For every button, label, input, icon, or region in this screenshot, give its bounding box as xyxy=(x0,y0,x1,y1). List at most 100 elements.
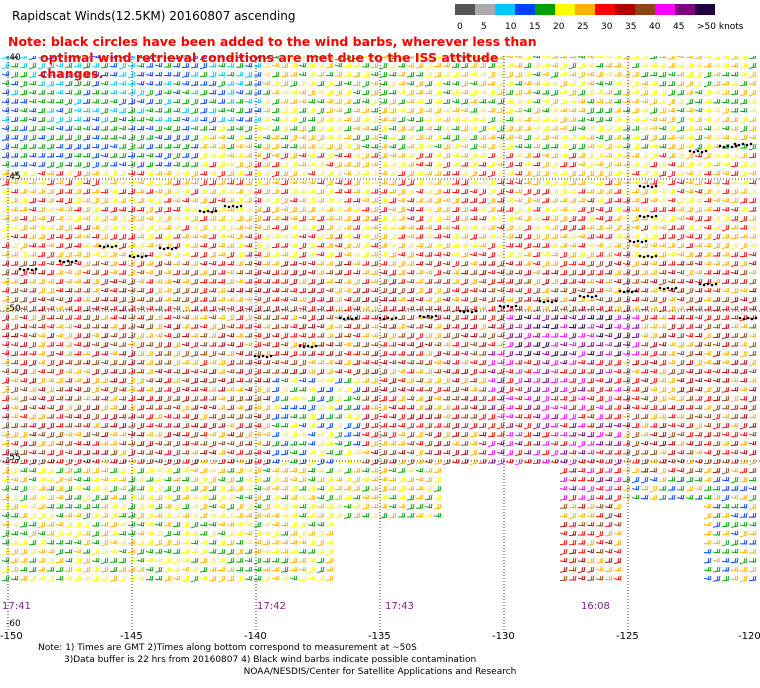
wind-barb xyxy=(217,314,226,320)
wind-barb xyxy=(712,422,721,430)
wind-barb xyxy=(208,314,217,320)
wind-barb xyxy=(136,512,145,520)
wind-barb xyxy=(685,386,694,393)
wind-barb xyxy=(136,467,145,474)
wind-barb xyxy=(442,98,451,105)
contamination-dot xyxy=(498,304,502,308)
wind-barb xyxy=(496,413,505,419)
wind-barb xyxy=(10,62,19,68)
wind-barb xyxy=(127,71,136,79)
wind-barb xyxy=(37,548,46,554)
wind-barb xyxy=(145,449,154,455)
wind-barb xyxy=(352,107,361,113)
wind-barb xyxy=(91,467,100,474)
wind-barb xyxy=(235,341,244,348)
wind-barb xyxy=(370,485,379,491)
wind-barb xyxy=(487,251,496,259)
wind-barb xyxy=(244,161,253,168)
wind-barb xyxy=(37,134,46,140)
wind-barb xyxy=(199,359,208,367)
contamination-dot xyxy=(710,283,714,287)
wind-barb xyxy=(10,485,19,491)
wind-barb xyxy=(298,368,307,375)
wind-barb xyxy=(136,440,145,447)
wind-barb xyxy=(685,62,694,69)
wind-barb xyxy=(136,422,145,430)
wind-barb xyxy=(199,197,208,204)
wind-barb xyxy=(514,179,523,185)
wind-barb xyxy=(262,305,271,312)
wind-barb xyxy=(28,188,37,194)
contamination-dot xyxy=(666,286,670,290)
wind-barb xyxy=(703,188,712,195)
wind-barb xyxy=(208,359,217,365)
legend-swatch xyxy=(635,4,655,15)
wind-barb xyxy=(91,260,100,266)
wind-barb xyxy=(532,161,541,167)
wind-barb xyxy=(118,62,127,70)
wind-barb xyxy=(433,359,442,365)
wind-barb xyxy=(64,269,73,275)
wind-barb xyxy=(190,539,199,545)
wind-barb xyxy=(37,287,46,294)
wind-barb xyxy=(730,278,739,284)
wind-barb xyxy=(568,314,577,320)
wind-barb xyxy=(730,188,739,195)
wind-barb xyxy=(658,314,667,320)
wind-barb xyxy=(334,62,343,68)
wind-barb xyxy=(748,413,757,419)
wind-barb xyxy=(478,98,487,104)
wind-barb xyxy=(442,152,451,159)
wind-barb xyxy=(37,314,46,322)
wind-barb xyxy=(181,89,190,95)
wind-barb xyxy=(19,539,28,545)
wind-barb xyxy=(307,56,316,59)
wind-barb xyxy=(424,476,433,483)
wind-barb xyxy=(559,188,568,196)
wind-barb xyxy=(658,98,667,104)
wind-barb xyxy=(199,179,208,187)
wind-barb xyxy=(325,548,334,556)
wind-barb xyxy=(307,143,316,149)
wind-barb xyxy=(298,260,307,266)
contamination-dot xyxy=(223,204,227,208)
wind-barb xyxy=(703,233,712,240)
wind-barb xyxy=(55,224,64,231)
wind-barb xyxy=(307,188,316,194)
wind-barb xyxy=(235,449,244,455)
wind-barb xyxy=(244,575,253,581)
wind-barb xyxy=(19,260,28,267)
contamination-dot xyxy=(231,204,235,208)
wind-barb xyxy=(307,152,316,158)
wind-barb xyxy=(262,260,271,266)
wind-barb xyxy=(613,269,622,276)
wind-barb xyxy=(568,152,577,159)
wind-barb xyxy=(262,566,271,572)
wind-barb xyxy=(235,323,244,329)
contamination-dot xyxy=(206,209,210,213)
wind-barb xyxy=(46,530,55,536)
wind-barb xyxy=(343,98,352,105)
wind-barb xyxy=(181,521,190,528)
wind-barb xyxy=(730,512,739,518)
wind-barb xyxy=(649,134,658,142)
wind-barb xyxy=(361,494,370,500)
wind-barb xyxy=(505,395,514,401)
wind-barb xyxy=(181,386,190,392)
wind-barb xyxy=(586,404,595,411)
wind-barb xyxy=(379,278,388,285)
wind-barb xyxy=(739,71,748,77)
wind-barb xyxy=(316,71,325,77)
wind-barb xyxy=(568,530,577,536)
wind-barb xyxy=(451,422,460,429)
wind-barb xyxy=(406,197,415,203)
wind-barb xyxy=(487,143,496,149)
wind-barb xyxy=(334,197,343,203)
wind-barb xyxy=(244,89,253,95)
wind-barb xyxy=(145,530,154,536)
wind-barb xyxy=(298,98,307,104)
wind-barb xyxy=(289,521,298,528)
wind-barb xyxy=(478,71,487,77)
wind-barb xyxy=(46,224,55,230)
wind-barb xyxy=(523,233,532,240)
